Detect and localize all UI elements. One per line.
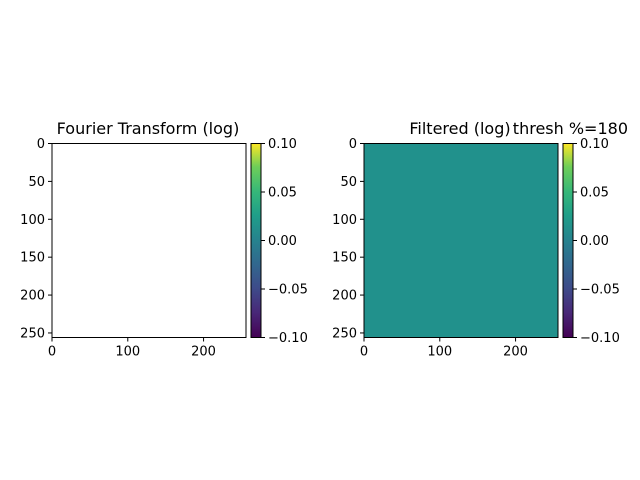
y-tick-label: 50 [28, 175, 45, 190]
y-tick-label: 100 [332, 213, 357, 228]
colorbar-tick-label: 0.10 [268, 137, 297, 152]
y-tick-label: 50 [340, 175, 357, 190]
threshold-annotation: thresh %=180 [513, 119, 628, 138]
y-tick-label: 0 [349, 137, 357, 152]
axes-frame [363, 143, 559, 338]
y-tick-label: 100 [20, 213, 45, 228]
y-axis: 0 50 100 150 200 250 [332, 137, 364, 341]
colorbar-tick-label: 0.00 [580, 234, 609, 249]
axes-frame [51, 143, 247, 338]
colorbar-tick-label: 0.05 [268, 186, 297, 201]
y-tick-label: 0 [37, 137, 45, 152]
x-tick-label: 100 [115, 345, 140, 360]
y-axis: 0 50 100 150 200 250 [20, 137, 52, 341]
colorbar-tick-label: 0.00 [268, 234, 297, 249]
image-area [364, 143, 558, 338]
x-tick-label: 0 [360, 345, 368, 360]
x-tick-label: 200 [191, 345, 216, 360]
y-tick-label: 150 [20, 251, 45, 266]
colorbar-tick-label: 0.05 [580, 186, 609, 201]
panel-fourier-transform: Fourier Transform (log) 0 100 200 0 50 100 15… [20, 119, 308, 360]
panel-title: Fourier Transform (log) [57, 119, 240, 138]
x-tick-label: 100 [427, 345, 452, 360]
x-tick-label: 0 [48, 345, 56, 360]
x-axis: 0 100 200 [360, 337, 528, 360]
colorbar-tick-label: −0.05 [580, 283, 620, 298]
y-tick-label: 250 [332, 326, 357, 341]
x-tick-label: 200 [503, 345, 528, 360]
colorbar-axis: 0.10 0.05 0.00 −0.05 −0.10 [573, 137, 620, 346]
panel-title: Filtered (log) [409, 119, 510, 138]
colorbar-tick-label: −0.10 [268, 331, 308, 346]
y-tick-label: 150 [332, 251, 357, 266]
y-tick-label: 200 [332, 289, 357, 304]
y-tick-label: 250 [20, 326, 45, 341]
colorbar-axis: 0.10 0.05 0.00 −0.05 −0.10 [261, 137, 308, 346]
image-area [52, 143, 246, 338]
colorbar-tick-label: 0.10 [580, 137, 609, 152]
colorbar-tick-label: −0.05 [268, 283, 308, 298]
y-tick-label: 200 [20, 289, 45, 304]
colorbar-tick-label: −0.10 [580, 331, 620, 346]
panel-filtered: Filtered (log) thresh %=180 0 100 200 0 50 1… [332, 119, 628, 360]
x-axis: 0 100 200 [48, 337, 216, 360]
colorbar [562, 143, 574, 338]
colorbar [250, 143, 262, 338]
